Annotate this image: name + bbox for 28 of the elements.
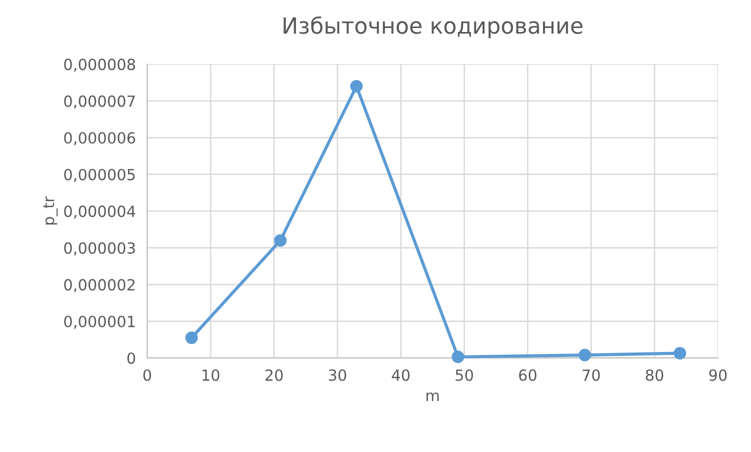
x-tick-label: 10 bbox=[202, 369, 220, 381]
point bbox=[185, 332, 198, 344]
y-tick-label: 0,000007 bbox=[64, 95, 135, 108]
x-tick-label: 30 bbox=[328, 369, 346, 381]
point bbox=[674, 346, 686, 360]
y-tick-label: 0 bbox=[127, 352, 136, 364]
y-tick-label: 0,000003 bbox=[64, 242, 135, 256]
chart-title: Избыточное кодирование bbox=[284, 16, 582, 38]
x-tick-label: 20 bbox=[265, 369, 283, 381]
x-axis-title: m bbox=[426, 392, 439, 402]
x-tick-label: 70 bbox=[582, 369, 600, 381]
x-tick-label: 0 bbox=[143, 369, 152, 381]
y-axis-title: p_tr bbox=[43, 196, 58, 224]
x-tick-label: 50 bbox=[456, 369, 473, 381]
y-tick-label: 0,000002 bbox=[64, 279, 135, 292]
y-tick-label: 0,000005 bbox=[64, 168, 135, 182]
y-tick-label: 0,000004 bbox=[64, 206, 136, 219]
point bbox=[274, 234, 287, 247]
x-tick-label: 40 bbox=[392, 369, 410, 381]
x-tick-label: 90 bbox=[709, 369, 727, 381]
y-tick-label: 0,000008 bbox=[64, 58, 136, 72]
x-tick-label: 80 bbox=[646, 369, 664, 381]
point bbox=[350, 80, 363, 92]
y-tick-label: 0,000001 bbox=[64, 316, 135, 329]
point bbox=[452, 350, 464, 364]
point bbox=[578, 348, 592, 362]
x-tick-label: 60 bbox=[519, 369, 536, 381]
y-tick-label: 0,000006 bbox=[64, 132, 136, 146]
